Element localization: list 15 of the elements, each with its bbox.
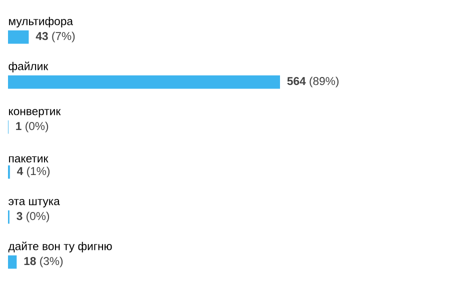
bar bbox=[8, 75, 280, 89]
bar bbox=[8, 30, 29, 44]
data-label: 3 (0%) bbox=[16, 212, 50, 222]
y-tick-label: пакетик bbox=[9, 156, 48, 162]
y-tick-label: конвертик bbox=[9, 108, 61, 118]
data-label: 18 (3%) bbox=[24, 256, 63, 268]
y-tick-label: мультифора bbox=[9, 16, 73, 28]
data-label: 43 (7%) bbox=[36, 32, 75, 42]
y-tick-label: дайте вон ту фигню bbox=[8, 242, 112, 252]
data-label: 564 (89%) bbox=[287, 76, 339, 88]
data-label: 4 (1%) bbox=[17, 166, 50, 178]
y-tick-label: эта штука bbox=[8, 198, 60, 208]
bar bbox=[8, 255, 17, 269]
data-label: 1 (0%) bbox=[16, 122, 48, 132]
y-tick-label: файлик bbox=[8, 62, 48, 72]
